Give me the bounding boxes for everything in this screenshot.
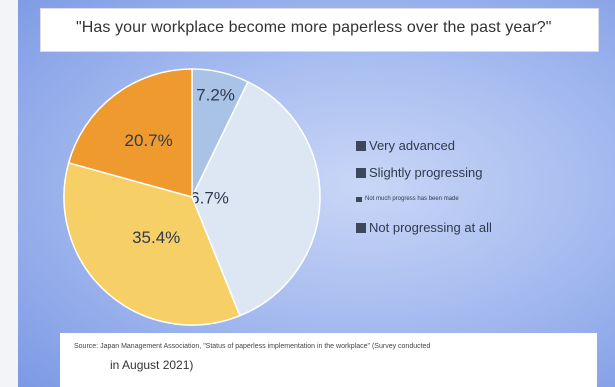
source-box: Source: Japan Management Association, "S… [60,333,597,387]
source-note: Source: Japan Management Association, "S… [74,343,431,350]
pie-slice-label: 7.2% [196,86,235,105]
chart-title-box: "Has your workplace become more paperles… [40,8,599,52]
legend-marker [356,167,366,178]
pie-slice [191,80,321,317]
chart-title: "Has your workplace become more paperles… [76,19,552,36]
legend-marker [356,140,366,151]
legend-item-not-progressing: Not progressing at all [356,220,492,235]
legend-item-not-much-progress: Not much progress has been made [356,196,459,202]
legend-marker [356,196,362,202]
legend-label: Very advanced [369,138,456,153]
source-note-date: in August 2021) [110,358,194,372]
legend-marker [356,222,366,233]
legend-item-slightly-progressing: Slightly progressing [356,165,482,180]
legend-label: Not progressing at all [369,220,492,235]
pie-slice-label: 35.4% [132,228,180,247]
legend-label: Not much progress has been made [365,196,459,202]
pie-slice [63,161,241,326]
pie-slice-label: 20.7% [125,131,173,150]
legend-label: Slightly progressing [369,165,483,180]
legend-item-very-advanced: Very advanced [356,138,455,153]
pie-slice [67,68,193,198]
